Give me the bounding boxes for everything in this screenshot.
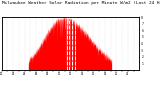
Text: Milwaukee Weather Solar Radiation per Minute W/m2 (Last 24 Hours): Milwaukee Weather Solar Radiation per Mi… [2, 1, 160, 5]
